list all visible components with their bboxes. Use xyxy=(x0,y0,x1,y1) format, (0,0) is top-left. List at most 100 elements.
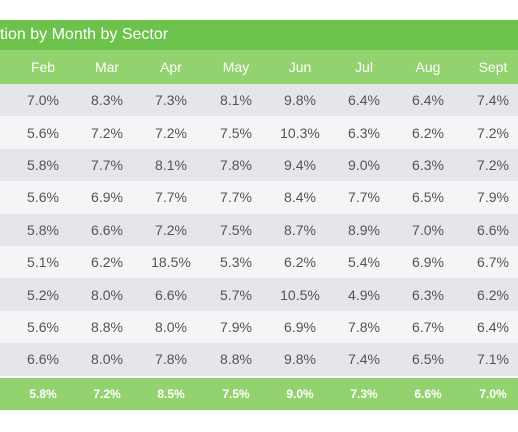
table-cell: 7.8% xyxy=(220,156,252,173)
table-cell: 6.3% xyxy=(412,156,444,173)
table-cell: 8.8% xyxy=(91,318,123,335)
total-cell: 8.5% xyxy=(157,386,185,401)
table-cell: 9.4% xyxy=(284,156,316,173)
table-cell: 7.7% xyxy=(220,189,252,206)
table-cell: 8.4% xyxy=(284,189,316,206)
table-cell: 8.3% xyxy=(91,92,123,109)
table-row: 5.6% 6.9% 7.7% 7.7% 8.4% 7.7% 6.5% 7.9% xyxy=(0,181,518,214)
table-cell: 8.0% xyxy=(155,318,187,335)
table-cell: 7.5% xyxy=(220,221,252,238)
table-cell: 7.2% xyxy=(477,156,509,173)
table-cell: 7.7% xyxy=(155,189,187,206)
table-row: 5.6% 7.2% 7.2% 7.5% 10.3% 6.3% 6.2% 7.2% xyxy=(0,116,518,149)
table-cell: 6.9% xyxy=(284,318,316,335)
column-header: Sept xyxy=(478,59,508,75)
table-cell: 8.1% xyxy=(155,156,187,173)
table-cell: 7.2% xyxy=(155,221,187,238)
column-header: Jun xyxy=(288,59,312,75)
table-cell: 6.2% xyxy=(91,254,123,271)
column-header: Apr xyxy=(160,59,182,75)
totals-row: 5.8% 7.2% 8.5% 7.5% 9.0% 7.3% 6.6% 7.0% xyxy=(0,377,518,410)
table-cell: 6.5% xyxy=(412,351,444,368)
table-cell: 5.1% xyxy=(27,254,59,271)
table-cell: 5.6% xyxy=(27,189,59,206)
table-cell: 6.4% xyxy=(348,92,380,109)
table-title: tion by Month by Sector xyxy=(0,20,518,50)
table-cell: 7.0% xyxy=(412,221,444,238)
table-row: 6.6% 8.0% 7.8% 8.8% 9.8% 7.4% 6.5% 7.1% xyxy=(0,343,518,376)
table-cell: 7.0% xyxy=(27,92,59,109)
table-cell: 9.8% xyxy=(284,351,316,368)
table-row: 5.2% 8.0% 6.6% 5.7% 10.5% 4.9% 6.3% 6.2% xyxy=(0,278,518,311)
total-cell: 5.8% xyxy=(29,386,57,401)
table-cell: 6.2% xyxy=(284,254,316,271)
table-cell: 6.5% xyxy=(412,189,444,206)
table-cell: 5.8% xyxy=(27,156,59,173)
table-cell: 10.3% xyxy=(280,124,320,141)
table-cell: 7.2% xyxy=(91,124,123,141)
table-cell: 7.9% xyxy=(477,189,509,206)
table-cell: 5.4% xyxy=(348,254,380,271)
column-header: Mar xyxy=(94,59,120,75)
table-cell: 6.2% xyxy=(412,124,444,141)
table-cell: 8.9% xyxy=(348,221,380,238)
table-cell: 7.7% xyxy=(91,156,123,173)
column-header: Aug xyxy=(415,59,441,75)
total-cell: 7.0% xyxy=(479,386,507,401)
table-cell: 6.7% xyxy=(412,318,444,335)
table-cell: 5.7% xyxy=(220,286,252,303)
table-cell: 6.6% xyxy=(477,221,509,238)
table-cell: 7.4% xyxy=(477,92,509,109)
total-cell: 7.3% xyxy=(350,386,378,401)
table-row: 5.8% 6.6% 7.2% 7.5% 8.7% 8.9% 7.0% 6.6% xyxy=(0,213,518,246)
table-cell: 7.8% xyxy=(348,318,380,335)
header-row: Feb Mar Apr May Jun Jul Aug Sept xyxy=(0,50,518,84)
table-cell: 8.7% xyxy=(284,221,316,238)
table-row: 7.0% 8.3% 7.3% 8.1% 9.8% 6.4% 6.4% 7.4% xyxy=(0,84,518,117)
data-table: Feb Mar Apr May Jun Jul Aug Sept 7.0% 8.3% 7.3% 8.1… xyxy=(0,50,518,410)
total-cell: 6.6% xyxy=(414,386,442,401)
table-cell: 7.9% xyxy=(220,318,252,335)
column-header: Feb xyxy=(30,59,56,75)
table-cell: 7.2% xyxy=(155,124,187,141)
table-cell: 5.2% xyxy=(27,286,59,303)
table-cell: 7.2% xyxy=(477,124,509,141)
table-cell: 10.5% xyxy=(280,286,320,303)
total-cell: 7.5% xyxy=(222,386,250,401)
table-cell: 5.8% xyxy=(27,221,59,238)
table-row: 5.6% 8.8% 8.0% 7.9% 6.9% 7.8% 6.7% 6.4% xyxy=(0,310,518,344)
table-cell: 6.7% xyxy=(477,254,509,271)
table-cell: 6.3% xyxy=(348,124,380,141)
table-cell: 6.9% xyxy=(412,254,444,271)
table-cell: 7.7% xyxy=(348,189,380,206)
table-cell: 6.2% xyxy=(477,286,509,303)
column-header: Jul xyxy=(355,59,373,75)
table-cell: 6.9% xyxy=(91,189,123,206)
table-cell: 5.6% xyxy=(27,124,59,141)
table-cell: 6.6% xyxy=(91,221,123,238)
total-cell: 9.0% xyxy=(286,386,314,401)
table-cell: 7.4% xyxy=(348,351,380,368)
table-cell: 6.4% xyxy=(412,92,444,109)
table-cell: 9.0% xyxy=(348,156,380,173)
table-cell: 5.6% xyxy=(27,318,59,335)
table-cell: 7.3% xyxy=(155,92,187,109)
table-cell: 5.3% xyxy=(220,254,252,271)
table-cell: 6.3% xyxy=(412,286,444,303)
table-cell: 6.6% xyxy=(27,351,59,368)
table-cell: 7.8% xyxy=(155,351,187,368)
table-row: 5.8% 7.7% 8.1% 7.8% 9.4% 9.0% 6.3% 7.2% xyxy=(0,148,518,182)
table-cell: 7.1% xyxy=(477,351,509,368)
table-cell: 6.4% xyxy=(477,318,509,335)
table-cell: 4.9% xyxy=(348,286,380,303)
total-cell: 7.2% xyxy=(93,386,121,401)
table-cell: 9.8% xyxy=(284,92,316,109)
column-header: May xyxy=(222,59,250,75)
table-cell: 8.1% xyxy=(220,92,252,109)
table-cell: 6.6% xyxy=(155,286,187,303)
table-cell: 18.5% xyxy=(151,254,191,271)
table-cell: 7.5% xyxy=(220,124,252,141)
table-cell: 8.0% xyxy=(91,351,123,368)
table-row: 5.1% 6.2% 18.5% 5.3% 6.2% 5.4% 6.9% 6.7% xyxy=(0,245,518,279)
table-cell: 8.0% xyxy=(91,286,123,303)
